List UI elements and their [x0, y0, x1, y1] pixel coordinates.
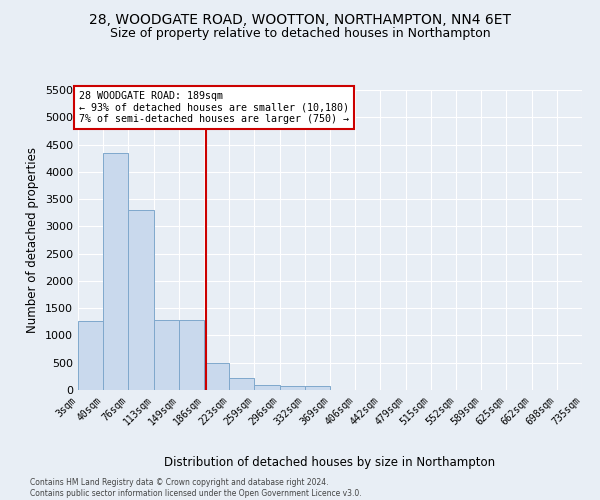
Bar: [154, 320, 179, 390]
Bar: [179, 320, 204, 390]
Text: 28 WOODGATE ROAD: 189sqm
← 93% of detached houses are smaller (10,180)
7% of sem: 28 WOODGATE ROAD: 189sqm ← 93% of detach…: [79, 91, 349, 124]
Bar: [229, 378, 254, 390]
Text: Size of property relative to detached houses in Northampton: Size of property relative to detached ho…: [110, 28, 490, 40]
Bar: [78, 320, 103, 390]
Text: Contains HM Land Registry data © Crown copyright and database right 2024.
Contai: Contains HM Land Registry data © Crown c…: [30, 478, 362, 498]
Bar: [103, 152, 128, 390]
Bar: [204, 364, 229, 390]
Text: 28, WOODGATE ROAD, WOOTTON, NORTHAMPTON, NN4 6ET: 28, WOODGATE ROAD, WOOTTON, NORTHAMPTON,…: [89, 12, 511, 26]
Bar: [254, 384, 280, 390]
Bar: [305, 386, 330, 390]
Text: Distribution of detached houses by size in Northampton: Distribution of detached houses by size …: [164, 456, 496, 469]
Y-axis label: Number of detached properties: Number of detached properties: [26, 147, 40, 333]
Bar: [128, 210, 154, 390]
Bar: [280, 386, 305, 390]
